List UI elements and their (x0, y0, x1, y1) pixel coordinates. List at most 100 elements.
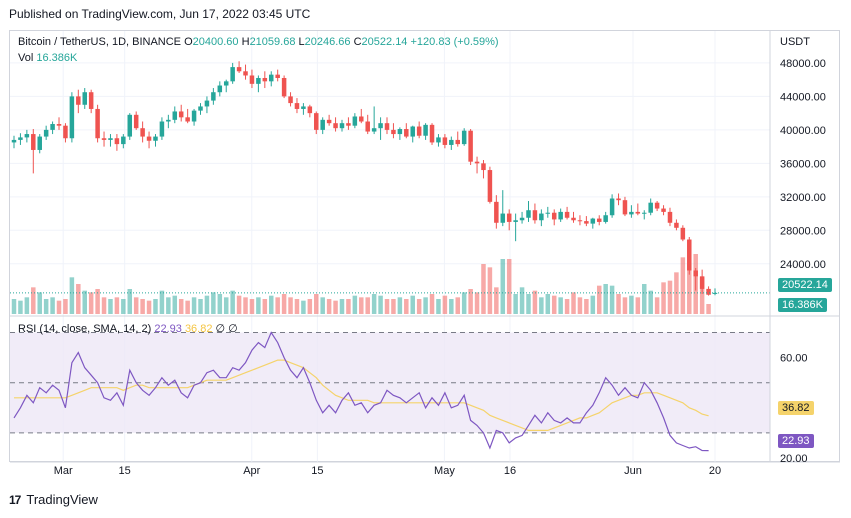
candle-body (416, 126, 422, 136)
volume-bar (198, 299, 203, 314)
price-tick-label: 28000.00 (780, 225, 826, 237)
candle-body (50, 124, 55, 130)
volume-bar (101, 297, 107, 314)
candle-body (642, 212, 647, 214)
candle-body (429, 124, 435, 143)
volume-bar (50, 297, 55, 314)
candle-body (268, 74, 274, 82)
volume-bar (635, 297, 641, 314)
volume-bar (371, 294, 377, 314)
time-tick-label: Jun (624, 465, 642, 477)
candle-body (211, 92, 216, 101)
candle-body (204, 100, 210, 107)
volume-bar (397, 297, 403, 314)
volume-bar (423, 297, 428, 314)
candle-body (590, 218, 596, 224)
volume-bar (352, 295, 358, 314)
price-tick-label: 24000.00 (780, 259, 826, 271)
tradingview-brand[interactable]: 17 TradingView (9, 492, 98, 507)
candle-body (378, 123, 383, 129)
rsi-tick-label: 60.00 (780, 353, 808, 365)
candle-body (56, 124, 62, 126)
candle-body (558, 211, 563, 220)
volume-bar (474, 292, 480, 314)
candle-body (288, 96, 293, 104)
candle-body (320, 119, 325, 130)
candle-body (539, 213, 544, 221)
candle-body (133, 114, 139, 129)
candle-body (346, 123, 351, 126)
candle-body (712, 292, 718, 294)
volume-bar (76, 284, 81, 314)
volume-legend: Vol 16.386K (18, 52, 77, 64)
price-tick-label: 44000.00 (780, 91, 826, 103)
time-tick-label: Mar (54, 465, 73, 477)
candle-body (661, 208, 666, 212)
candle-body (146, 136, 152, 141)
candle-body (500, 213, 506, 223)
high-value: 21059.68 (249, 36, 296, 48)
candle-body (339, 123, 345, 129)
volume-bar (654, 297, 660, 314)
candle-body (680, 227, 686, 240)
rsi-line (13, 331, 709, 452)
volume-bar (95, 289, 100, 314)
candle-body (461, 130, 467, 145)
volume-bar (468, 289, 473, 314)
candle-body (275, 74, 280, 78)
candle-body (43, 129, 49, 137)
rsi-sma-line (14, 359, 709, 431)
volume-bar (288, 297, 293, 314)
volume-bar (416, 299, 422, 314)
rsi-pane (10, 331, 770, 452)
volume-bar (114, 297, 120, 314)
volume-bar (108, 299, 113, 314)
candle-body (172, 111, 178, 120)
volume-bar (571, 292, 576, 314)
volume-bar (436, 299, 441, 314)
volume-bar (616, 294, 621, 314)
candle-body (326, 119, 332, 124)
rsi-legend: RSI (14, close, SMA, 14, 2) 22.93 36.82 … (18, 322, 238, 335)
volume-bar (487, 267, 493, 314)
time-tick-label: 15 (311, 465, 323, 477)
volume-bar (268, 295, 274, 314)
candle-body (359, 116, 364, 122)
volume-bar (596, 285, 602, 314)
candle-body (127, 114, 133, 137)
price-tick-label: 40000.00 (780, 125, 826, 137)
volume-bar (378, 295, 383, 314)
volume-bar (256, 297, 261, 314)
volume-bar (577, 297, 583, 314)
volume-bar (506, 259, 512, 314)
volume-bar (88, 292, 94, 314)
volume-bar (236, 295, 242, 314)
candle-body (243, 71, 248, 76)
candle-body (63, 125, 68, 139)
volume-bar (661, 282, 666, 314)
volume-bars (11, 254, 711, 314)
volume-bar (648, 290, 653, 314)
volume-bar (43, 299, 49, 314)
volume-bar (140, 299, 145, 314)
time-tick-label: May (434, 465, 455, 477)
candle-body (397, 129, 403, 135)
candle-body (262, 77, 268, 82)
volume-bar (37, 292, 42, 314)
candle-body (494, 201, 499, 223)
volume-bar (185, 300, 190, 314)
candle-body (140, 128, 145, 137)
rsi-label: RSI (14, close, SMA, 14, 2) (18, 323, 152, 335)
volume-bar (404, 299, 409, 314)
volume-bar (153, 299, 158, 314)
candle-body (391, 129, 396, 135)
time-tick-label: Apr (243, 465, 260, 477)
volume-bar (410, 295, 415, 314)
candle-body (178, 111, 184, 118)
volume-bar (211, 292, 216, 314)
volume-bar (391, 299, 396, 314)
candle-body (481, 163, 486, 171)
volume-bar (204, 295, 210, 314)
volume-bar (262, 299, 268, 314)
